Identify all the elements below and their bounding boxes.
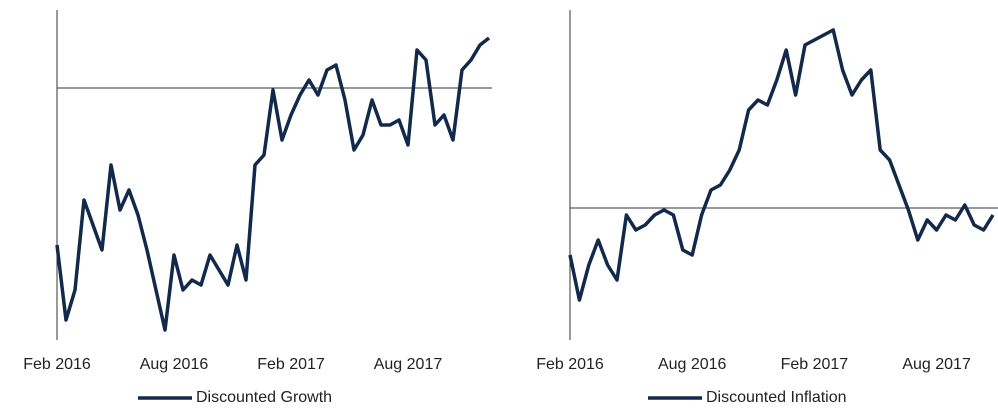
x-tick-label: Feb 2017	[257, 356, 325, 373]
legend-label: Discounted Inflation	[706, 389, 847, 406]
x-tick-label: Feb 2017	[781, 356, 849, 373]
x-tick-label: Aug 2016	[140, 356, 209, 373]
data-line	[55, 36, 491, 332]
x-tick-label: Feb 2016	[23, 356, 91, 373]
x-tick-label: Aug 2016	[658, 356, 727, 373]
data-line	[568, 28, 995, 302]
x-tick-label: Aug 2017	[902, 356, 971, 373]
x-tick-label: Feb 2016	[536, 356, 604, 373]
x-tick-label: Aug 2017	[374, 356, 443, 373]
legend-label: Discounted Growth	[196, 389, 332, 406]
